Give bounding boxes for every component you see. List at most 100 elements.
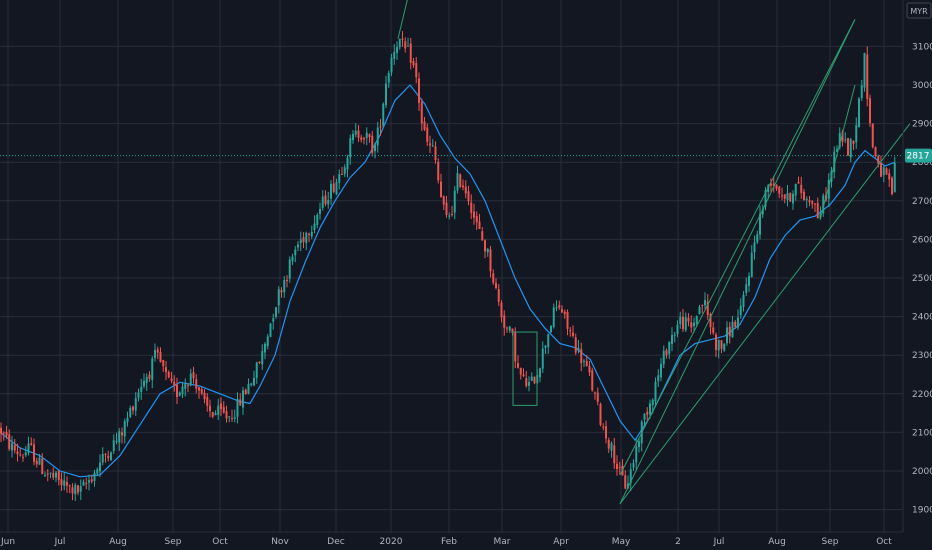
candle-body [852,140,855,144]
candle-body [756,234,759,243]
time-axis[interactable]: Jun Jul Aug Sep Oct Nov Dec 2020 Feb Mar Apr May 2 Ju… [0,531,903,547]
candle-body [481,231,484,241]
candle-body [211,412,214,417]
candle-body [467,191,470,202]
candle-body [308,233,310,235]
candle-body [506,327,508,329]
candle-body [767,185,770,192]
candle-body [759,213,761,235]
candle-body [376,127,379,146]
candle-body [712,327,715,333]
candle-body [401,38,404,40]
candle-body [258,361,261,364]
candle-body [717,339,720,351]
candle-body [492,273,495,283]
candle-body [338,174,341,183]
candle-body [555,307,558,309]
candle-body [129,407,132,417]
candle-body [525,378,528,387]
candle-body [104,454,107,456]
candle-body [316,214,319,225]
candle-body [420,102,423,124]
x-tick-label: Mar [494,537,511,547]
candle-body [489,249,492,272]
candle-body [52,472,55,478]
candle-body [143,380,145,387]
candle-body [891,177,893,195]
candle-body [475,215,478,223]
candle-body [803,191,805,201]
candle-body [99,462,101,472]
ma-line [0,84,896,478]
candle-body [706,301,709,315]
candle-body [893,162,896,193]
candle-body [764,190,767,207]
candle-body [162,360,165,367]
candle-body [368,134,371,138]
candle-body [456,173,459,191]
candle-body [261,351,264,365]
candle-body [660,363,662,378]
candle-body [563,311,566,315]
candle-body [871,123,874,148]
candle-body [242,390,244,408]
candle-body [33,444,35,462]
candle-body [860,85,863,98]
candle-body [41,458,44,475]
candle-body [319,208,321,214]
candle-body [363,138,365,140]
candle-body [726,327,728,344]
candle-body [473,211,475,218]
candle-body [811,201,814,204]
candle-body [379,126,382,128]
trend-line [619,19,856,505]
candle-body [239,399,242,406]
candle-body [638,441,640,448]
candle-body [228,416,231,418]
candle-body [819,213,822,219]
price-axis[interactable]: 1900 2000 2100 2200 2300 2400 2500 2600 2700 2800… [902,0,932,532]
y-tick-label: 2600 [912,235,932,245]
candle-body [35,460,38,465]
candle-body [596,392,599,402]
candle-body [849,139,852,158]
candle-body [275,307,277,317]
candle-body [266,336,269,347]
candle-body [352,133,354,141]
candle-body [522,374,525,376]
candle-body [632,463,635,468]
candle-body [566,311,569,329]
candle-body [82,481,85,486]
candle-body [233,417,236,419]
candle-body [269,323,272,337]
candle-body [541,348,544,369]
currency-badge[interactable]: MYR [906,2,932,19]
candle-body [96,469,99,474]
candle-body [107,455,110,459]
candle-body [123,421,126,437]
x-tick-label: 2 [675,537,681,547]
candle-body [27,443,30,453]
candle-body [429,143,431,146]
candle-body [690,322,693,328]
candle-body [514,332,517,362]
candle-body [451,213,453,215]
candle-body [288,259,291,279]
x-tick-label: Jul [54,537,66,547]
candle-body [294,249,297,256]
candle-body [19,454,22,456]
candle-body [679,316,682,325]
x-tick-label: Apr [553,537,569,547]
candle-body [272,318,275,322]
y-tick-label: 2200 [912,390,932,400]
candle-body [786,193,789,200]
candle-body [324,195,327,205]
candle-body [357,130,360,138]
trend-drawings [397,0,911,505]
candle-body [814,203,816,205]
candle-body [354,130,357,135]
candle-body [602,426,605,428]
y-tick-label: 2100 [912,428,932,438]
candle-body [140,386,143,392]
